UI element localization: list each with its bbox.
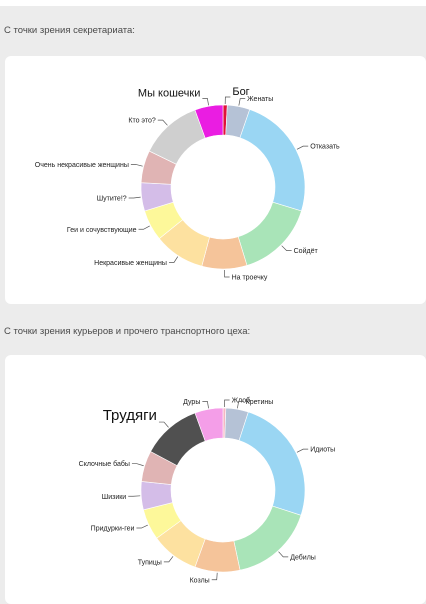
chart0-label-8: Очень некрасивые женщины (35, 162, 129, 169)
chart0-leader-0 (224, 96, 231, 105)
chart1-label-10: Дуры (183, 399, 200, 406)
chart0-label-3: Сойдёт (294, 247, 319, 255)
section-caption-couriers: С точки зрения курьеров и прочего трансп… (4, 326, 251, 337)
chart1-label-5: Тупицы (138, 559, 162, 566)
chart0-label-7: Шутите!? (97, 195, 127, 202)
chart0-label-6: Геи и сочувствующие (67, 227, 137, 234)
chart1-label-1: Кретины (246, 399, 274, 406)
chart0-label-5: Некрасивые женщины (94, 260, 167, 267)
chart1-leader-3 (278, 551, 289, 558)
chart1-label-3: Дебилы (290, 553, 316, 561)
chart1-leader-10 (202, 401, 209, 409)
chart0-label-0: Бог (232, 86, 249, 98)
chart0-leader-9 (157, 119, 168, 126)
chart0-leader-6 (138, 225, 150, 230)
top-strip (0, 0, 426, 6)
chart0-slice-3 (237, 201, 302, 266)
chart0-label-9: Кто это? (128, 118, 155, 125)
chart1-label-4: Козлы (190, 577, 210, 584)
chart-card-secretariat: Бог Женаты Отказать Сойдёт На троечку Некраси… (5, 56, 426, 304)
chart0-leader-4 (224, 269, 230, 278)
chart1-label-7: Шизики (102, 494, 127, 501)
chart1-leader-9 (158, 421, 169, 428)
chart-card-couriers: Жлоб Кретины Идиоты Дебилы Козлы Тупицы Придур… (5, 355, 426, 604)
chart0-leader-10 (202, 98, 209, 106)
chart0-label-1: Женаты (247, 96, 273, 103)
section-caption-secretariat: С точки зрения секретариата: (4, 25, 135, 36)
chart0-leader-7 (128, 196, 141, 199)
chart1-leader-5 (163, 556, 174, 563)
chart1-leader-6 (136, 524, 148, 529)
chart0-leader-1 (238, 98, 246, 106)
chart1-slice-2 (238, 411, 306, 516)
chart1-leader-4 (211, 572, 218, 581)
chart1-leader-2 (296, 448, 309, 453)
chart1-leader-0 (224, 399, 230, 408)
chart1-label-8: Склочные бабы (79, 460, 130, 468)
chart0-slice-2 (239, 109, 306, 212)
chart1-slice-10 (194, 407, 224, 442)
chart1-leader-1 (237, 401, 244, 409)
chart0-label-2: Отказать (310, 144, 340, 151)
chart1-label-6: Придурки-геи (91, 526, 135, 533)
chart0-leader-5 (168, 256, 179, 263)
chart0-leader-2 (296, 145, 309, 150)
chart1-label-9: Трудяги (103, 407, 157, 424)
chart1-label-0: Жлоб (232, 397, 251, 405)
chart1-label-2: Идиоты (310, 447, 335, 454)
chart0-leader-3 (281, 245, 292, 251)
chart0-leader-8 (130, 164, 143, 167)
chart0-label-10: Мы кошечки (138, 87, 200, 99)
chart0-slice-10 (194, 104, 224, 139)
chart0-label-4: На троечку (232, 274, 268, 281)
chart1-leader-8 (131, 463, 144, 467)
